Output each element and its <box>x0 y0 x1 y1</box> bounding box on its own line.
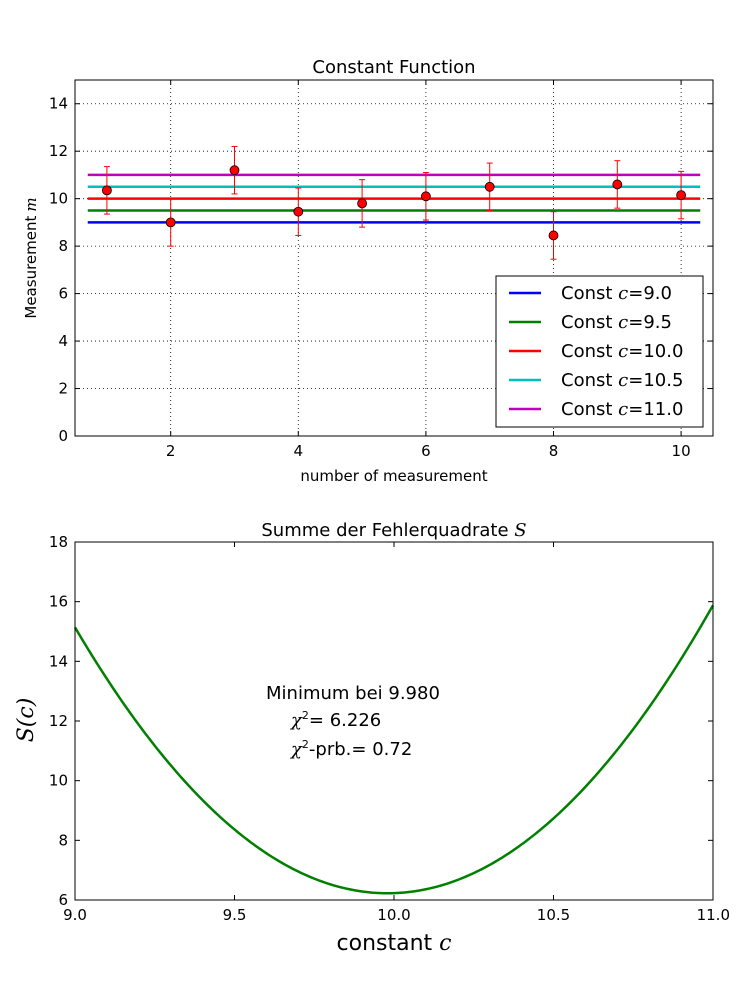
y-tick-label: 14 <box>49 95 68 113</box>
x-tick-label: 4 <box>294 442 304 460</box>
y-tick-label: 14 <box>49 652 68 670</box>
y-tick-label: 6 <box>58 891 68 909</box>
x-tick-label: 10.5 <box>537 906 570 924</box>
annotation-minimum: Minimum bei 9.980 <box>266 683 440 704</box>
annotation-chi2-value: = 6.226 <box>309 710 381 731</box>
y-tick-label: 12 <box>49 142 68 160</box>
legend-label: Const c=9.0 <box>561 283 672 304</box>
chart1-data-points <box>102 165 686 241</box>
y-tick-label: 8 <box>58 831 68 849</box>
chart2-x-axis-label-math: c <box>439 931 451 956</box>
x-tick-label: 11.0 <box>697 906 730 924</box>
chart2-y-ticks: 6 8 10 12 14 16 18 <box>49 533 713 909</box>
y-tick-label: 16 <box>49 593 68 611</box>
chart2-title: Summe der Fehlerquadrate S <box>261 520 526 541</box>
y-tick-label: 10 <box>49 772 68 790</box>
data-point <box>548 230 559 241</box>
chart2-title-text: Summe der Fehlerquadrate <box>261 520 514 541</box>
y-tick-label: 18 <box>49 533 68 551</box>
annotation-chi2: χ2= 6.226 <box>289 709 381 731</box>
y-tick-label: 8 <box>58 237 68 255</box>
chart2-annotation: Minimum bei 9.980 χ2= 6.226 χ2-prb.= 0.7… <box>266 683 440 760</box>
x-tick-label: 9.0 <box>63 906 87 924</box>
chart2-y-axis-label: S(c) <box>14 698 39 743</box>
chart1-y-axis-label: Measurement m <box>22 197 40 318</box>
y-tick-label: 2 <box>58 380 68 398</box>
x-tick-label: 8 <box>549 442 559 460</box>
x-tick-label: 10.0 <box>377 906 410 924</box>
annotation-chi2prb-symbol: χ <box>289 739 303 760</box>
data-point <box>612 179 623 190</box>
chart1-y-axis-label-text: Measurement <box>22 216 40 319</box>
y-tick-label: 10 <box>49 190 68 208</box>
chart-constant-function: Constant Function 2 4 6 8 10 0 2 4 6 8 10 12 14 num… <box>22 57 714 485</box>
x-tick-label: 2 <box>166 442 176 460</box>
chart1-x-ticks: 2 4 6 8 10 <box>166 80 691 460</box>
legend-label: Const c=11.0 <box>561 399 683 420</box>
y-tick-label: 4 <box>58 332 68 350</box>
annotation-chi2prb-value: -prb.= 0.72 <box>309 739 412 760</box>
chart1-legend: Const c=9.0 Const c=9.5 Const c=10.0 Const … <box>495 275 704 428</box>
chart-sum-of-squares: Summe der Fehlerquadrate S 9.0 9.5 10.0 10.… <box>14 520 730 956</box>
data-point <box>484 181 495 192</box>
chart1-x-axis-label: number of measurement <box>300 467 487 485</box>
y-tick-label: 6 <box>58 285 68 303</box>
annotation-chi2prb-sup: 2 <box>302 738 309 751</box>
data-point <box>420 191 431 202</box>
data-point <box>102 185 112 196</box>
annotation-chi2-probability: χ2-prb.= 0.72 <box>289 738 412 760</box>
x-tick-label: 10 <box>672 442 691 460</box>
annotation-chi2-symbol: χ <box>289 710 303 731</box>
annotation-chi2-sup: 2 <box>302 709 309 722</box>
chart2-title-math: S <box>514 520 526 541</box>
chart1-y-ticks: 0 2 4 6 8 10 12 14 <box>49 95 713 445</box>
chart2-curve-sum-of-squares <box>73 604 715 895</box>
chart1-title: Constant Function <box>312 57 475 78</box>
data-point <box>293 206 304 217</box>
x-tick-label: 6 <box>421 442 431 460</box>
chart1-error-bars <box>103 145 685 260</box>
chart2-x-ticks: 9.0 9.5 10.0 10.5 11.0 <box>63 542 730 924</box>
y-tick-label: 0 <box>58 427 68 445</box>
legend-label: Const c=10.5 <box>561 370 683 391</box>
legend-label: Const c=10.0 <box>561 341 683 362</box>
data-point <box>676 190 686 201</box>
chart2-x-axis-label: constant c <box>337 931 452 956</box>
data-point <box>229 165 240 176</box>
chart2-x-axis-label-text: constant <box>337 931 440 956</box>
data-point <box>165 217 176 228</box>
chart1-constant-lines <box>87 173 701 224</box>
chart1-axes-frame <box>74 79 714 437</box>
legend-label: Const c=9.5 <box>561 312 672 333</box>
chart1-y-axis-label-math: m <box>22 197 40 211</box>
data-point <box>357 198 368 209</box>
y-tick-label: 12 <box>49 712 68 730</box>
x-tick-label: 9.5 <box>223 906 247 924</box>
